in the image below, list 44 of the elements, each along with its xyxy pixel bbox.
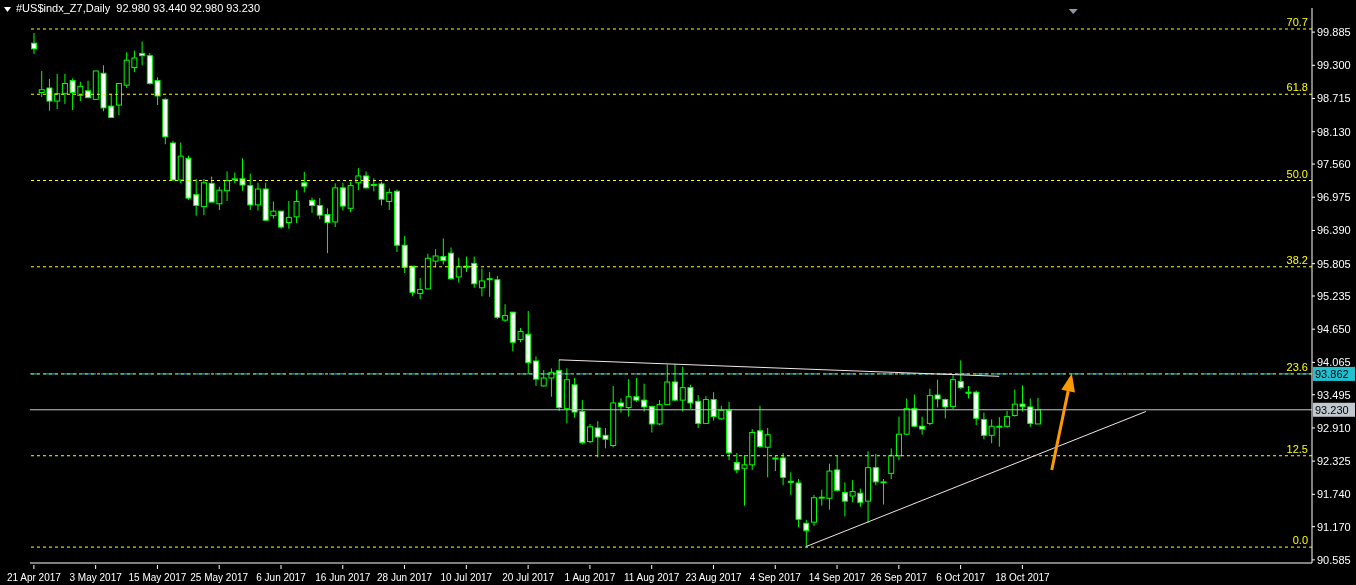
ref-line-label: 93.862 <box>1315 367 1349 380</box>
x-tick-label: 6 Jun 2017 <box>256 572 307 583</box>
x-tick-label: 18 Oct 2017 <box>995 572 1051 583</box>
x-tick-label: 15 May 2017 <box>128 572 187 583</box>
y-tick-label: 98.715 <box>1317 92 1351 105</box>
y-tick-label: 97.560 <box>1317 157 1351 170</box>
annotation: 0.0 <box>1292 534 1308 547</box>
x-tick-label: 28 Jun 2017 <box>377 572 433 583</box>
annotation: 50.0 <box>1286 167 1308 180</box>
x-tick-label: 11 Aug 2017 <box>623 572 680 583</box>
x-tick-label: 16 Jun 2017 <box>315 572 371 583</box>
annotation: 38.2 <box>1286 253 1308 266</box>
y-tick-label: 99.300 <box>1317 59 1351 72</box>
chart-title: #US$indx_Z7,Daily 92.980 93.440 92.980 93.230 <box>16 2 261 14</box>
x-tick-label: 10 Jul 2017 <box>440 572 493 583</box>
x-tick-label: 14 Sep 2017 <box>808 572 866 583</box>
x-tick-label: 21 Apr 2017 <box>6 572 62 583</box>
y-tick-label: 94.065 <box>1317 356 1351 369</box>
ref-line-label: 93.230 <box>1315 403 1349 416</box>
x-tick-label: 23 Aug 2017 <box>685 572 742 583</box>
annotation: 12.5 <box>1286 442 1308 455</box>
x-tick-label: 4 Sep 2017 <box>749 572 802 583</box>
y-tick-label: 96.390 <box>1317 224 1351 237</box>
y-tick-label: 98.130 <box>1317 125 1351 138</box>
annotation: 70.7 <box>1286 16 1308 28</box>
y-tick-label: 91.740 <box>1317 488 1351 501</box>
x-tick-label: 6 Oct 2017 <box>936 572 986 583</box>
x-tick-label: 3 May 2017 <box>69 572 123 583</box>
x-tick-label: 25 May 2017 <box>190 572 249 583</box>
y-tick-label: 94.650 <box>1317 323 1351 336</box>
y-tick-label: 92.910 <box>1317 421 1351 434</box>
y-tick-label: 93.495 <box>1317 388 1351 401</box>
annotation: 23.6 <box>1286 360 1308 373</box>
y-tick-label: 96.975 <box>1317 191 1351 204</box>
y-tick-label: 92.325 <box>1317 455 1351 468</box>
y-tick-label: 90.585 <box>1317 553 1351 566</box>
y-tick-label: 91.170 <box>1317 520 1351 533</box>
x-tick-label: 20 Jul 2017 <box>502 572 555 583</box>
x-tick-label: 26 Sep 2017 <box>870 572 928 583</box>
y-tick-label: 95.805 <box>1317 257 1351 270</box>
y-tick-label: 99.885 <box>1317 26 1351 39</box>
y-tick-label: 95.235 <box>1317 289 1351 302</box>
x-tick-label: 1 Aug 2017 <box>564 572 616 583</box>
annotation: 61.8 <box>1286 81 1308 94</box>
